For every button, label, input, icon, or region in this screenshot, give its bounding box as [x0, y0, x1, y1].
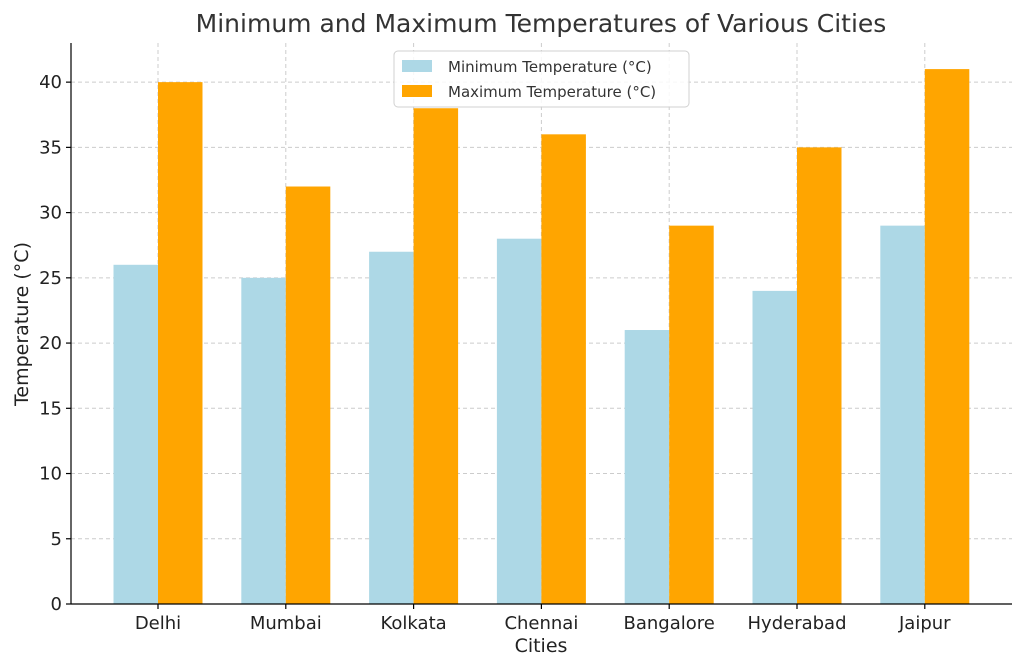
- x-tick-label: Delhi: [135, 613, 181, 634]
- x-tick-label: Chennai: [504, 613, 578, 634]
- bar-max-delhi: [158, 82, 203, 605]
- legend-swatch: [402, 60, 432, 72]
- axes: [66, 43, 1012, 609]
- x-tick-label: Kolkata: [381, 613, 447, 634]
- legend-box: [393, 50, 690, 108]
- y-tick-label: 5: [51, 529, 62, 550]
- bar-min-chennai: [496, 238, 542, 604]
- legend-entry: Maximum Temperature (°C): [448, 83, 656, 101]
- x-tick-label: Hyderabad: [748, 613, 847, 634]
- legend-swatch: [402, 85, 432, 97]
- bar-min-delhi: [113, 264, 158, 604]
- bar-max-mumbai: [285, 186, 331, 604]
- y-tick-label: 10: [39, 464, 62, 485]
- y-tick-label: 15: [39, 398, 62, 419]
- bars: [113, 69, 970, 605]
- x-tick-label: Jaipur: [898, 613, 951, 634]
- y-tick-label: 20: [39, 333, 62, 354]
- legend-entry: Minimum Temperature (°C): [448, 58, 652, 76]
- bar-min-jaipur: [880, 225, 925, 604]
- y-tick-label: 35: [39, 137, 62, 158]
- tick-labels: 0 5 10 15 20 25 30 35 40 Delhi Mumbai Kolkata Chenna…: [39, 72, 951, 634]
- y-tick-label: 40: [39, 72, 62, 93]
- bar-max-jaipur: [924, 69, 970, 605]
- bar-max-hyderabad: [797, 147, 842, 605]
- y-tick-label: 25: [39, 268, 62, 289]
- y-tick-label: 30: [39, 203, 62, 224]
- x-axis-label: Cities: [515, 635, 568, 657]
- bar-max-kolkata: [413, 108, 459, 605]
- chart-title: Minimum and Maximum Temperatures of Vari…: [196, 9, 887, 38]
- x-tick-label: Bangalore: [624, 613, 715, 634]
- bar-min-hyderabad: [752, 290, 797, 604]
- bar-max-bangalore: [669, 225, 714, 604]
- bar-max-chennai: [541, 134, 586, 605]
- bar-min-mumbai: [241, 277, 286, 604]
- bar-min-bangalore: [624, 330, 670, 604]
- legend: Minimum Temperature (°C) Maximum Temperat…: [393, 50, 690, 108]
- bar-min-kolkata: [369, 251, 414, 604]
- y-tick-label: 0: [51, 594, 62, 615]
- y-axis-label: Temperature (°C): [11, 242, 33, 407]
- x-tick-label: Mumbai: [250, 613, 322, 634]
